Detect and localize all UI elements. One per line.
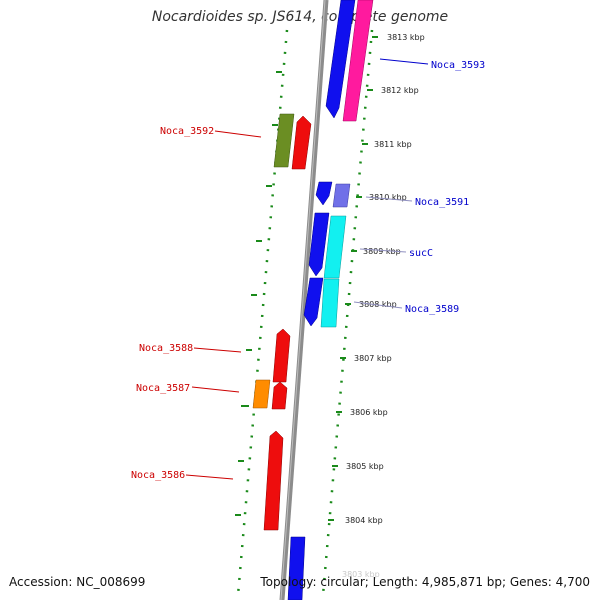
gene-label-noca-3586[interactable]: Noca_3586 (131, 470, 185, 481)
tick-label-3813: 3813 kbp (387, 33, 425, 42)
gene-label-noca-3593[interactable]: Noca_3593 (431, 60, 485, 71)
gene-noca-3593-blue[interactable] (325, 0, 356, 119)
genome-summary-text: Topology: circular; Length: 4,985,871 bp… (260, 575, 590, 589)
gene-label-noca-3589[interactable]: Noca_3589 (405, 304, 459, 315)
label-leader-lines (185, 58, 429, 480)
left-dotted-track (236, 29, 289, 596)
gene-label-noca-3591[interactable]: Noca_3591 (415, 197, 469, 208)
tick-label-3803: 3803 kbp (342, 570, 380, 579)
left-track-ticks (235, 71, 282, 516)
gene-noca-3586-red[interactable] (263, 430, 284, 531)
gene-label-noca-3592[interactable]: Noca_3592 (160, 126, 214, 137)
gene-bottom-blue[interactable] (287, 536, 306, 600)
tick-label-3804: 3804 kbp (345, 516, 383, 525)
gene-noca-3593-pink[interactable] (342, 0, 374, 122)
genome-backbone (279, 0, 329, 600)
accession-text: Accession: NC_008699 (9, 575, 146, 589)
tick-label-3811: 3811 kbp (374, 140, 412, 149)
gene-noca-3591-violet[interactable] (332, 183, 351, 208)
tick-label-3812: 3812 kbp (381, 86, 419, 95)
gene-noca-3592-olive[interactable] (273, 113, 295, 168)
gene-noca-3591-blue[interactable] (315, 181, 333, 206)
map-title: Nocardioides sp. JS614, complete genome (151, 9, 449, 25)
gene-label-succ[interactable]: sucC (409, 248, 433, 259)
gene-label-noca-3588[interactable]: Noca_3588 (139, 343, 193, 354)
gene-noca-3592-red[interactable] (291, 115, 312, 170)
tick-label-3810: 3810 kbp (369, 193, 407, 202)
tick-label-3806: 3806 kbp (350, 408, 388, 417)
gene-noca-3588-red[interactable] (272, 328, 291, 383)
tick-label-3805: 3805 kbp (346, 462, 384, 471)
gene-succ-cyan[interactable] (323, 215, 347, 279)
tick-label-3809: 3809 kbp (363, 247, 401, 256)
scale-ticks (328, 36, 378, 521)
gene-noca-3587-red[interactable] (271, 381, 288, 410)
gene-succ-blue[interactable] (308, 212, 330, 277)
gene-label-noca-3587[interactable]: Noca_3587 (136, 383, 190, 394)
gene-noca-3589-cyan[interactable] (320, 278, 340, 328)
gene-noca-3587-orange[interactable] (252, 379, 271, 409)
tick-label-3807: 3807 kbp (354, 354, 392, 363)
gene-noca-3589-blue[interactable] (303, 277, 324, 327)
